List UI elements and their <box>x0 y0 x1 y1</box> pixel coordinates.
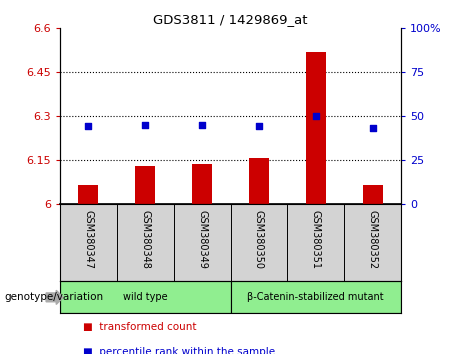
Bar <box>306 52 326 204</box>
Text: GSM380350: GSM380350 <box>254 210 264 269</box>
Bar <box>249 158 269 204</box>
Point <box>198 122 206 127</box>
Text: wild type: wild type <box>123 292 167 302</box>
Bar <box>192 164 212 204</box>
Text: ■  transformed count: ■ transformed count <box>83 322 196 332</box>
Text: GSM380349: GSM380349 <box>197 210 207 269</box>
Bar <box>60 281 230 313</box>
Text: GSM380351: GSM380351 <box>311 210 321 269</box>
Point <box>369 125 376 131</box>
Text: β-Catenin-stabilized mutant: β-Catenin-stabilized mutant <box>248 292 384 302</box>
Point <box>312 113 319 119</box>
Text: GSM380352: GSM380352 <box>367 210 378 269</box>
Bar <box>78 184 98 204</box>
Bar <box>363 184 383 204</box>
Bar <box>135 166 155 204</box>
Bar <box>230 281 401 313</box>
Text: ■  percentile rank within the sample: ■ percentile rank within the sample <box>83 347 275 354</box>
Text: GSM380348: GSM380348 <box>140 210 150 269</box>
Title: GDS3811 / 1429869_at: GDS3811 / 1429869_at <box>153 13 308 26</box>
Text: GSM380347: GSM380347 <box>83 210 94 269</box>
Text: genotype/variation: genotype/variation <box>5 292 104 302</box>
Point <box>142 122 149 127</box>
Point <box>85 124 92 129</box>
Point <box>255 124 263 129</box>
